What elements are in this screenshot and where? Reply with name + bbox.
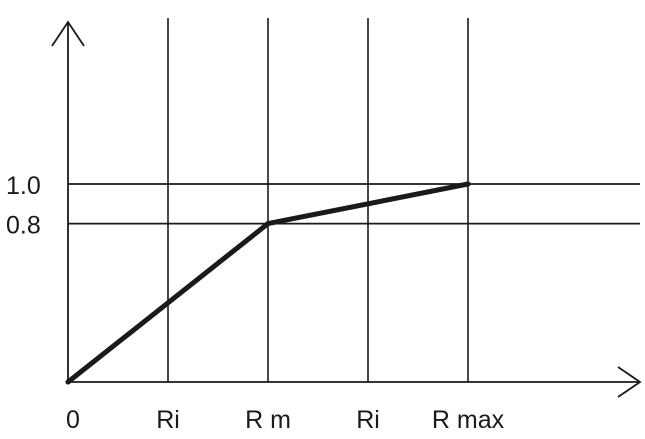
series-point-3 [465, 181, 471, 187]
y-tick-label-2: 1.0 [6, 172, 41, 200]
x-axis-arrowhead [617, 366, 642, 398]
x-tick-label-1: 0 [66, 406, 80, 434]
x-tick-label-2: Ri [156, 406, 180, 434]
x-tick-label-3: R m [245, 406, 291, 434]
axes [51, 20, 642, 398]
y-axis-arrowhead [51, 20, 85, 47]
grid-lines [68, 18, 640, 382]
y-tick-label-1: 0.8 [6, 212, 41, 240]
x-tick-label-4: Ri [356, 406, 380, 434]
series-lines [65, 181, 471, 385]
tick-labels: 0 Ri R m Ri R max 0.8 1.0 [6, 172, 505, 434]
series-point-1 [65, 379, 71, 385]
x-tick-label-5: R max [432, 406, 505, 434]
series-point-2 [265, 221, 271, 227]
